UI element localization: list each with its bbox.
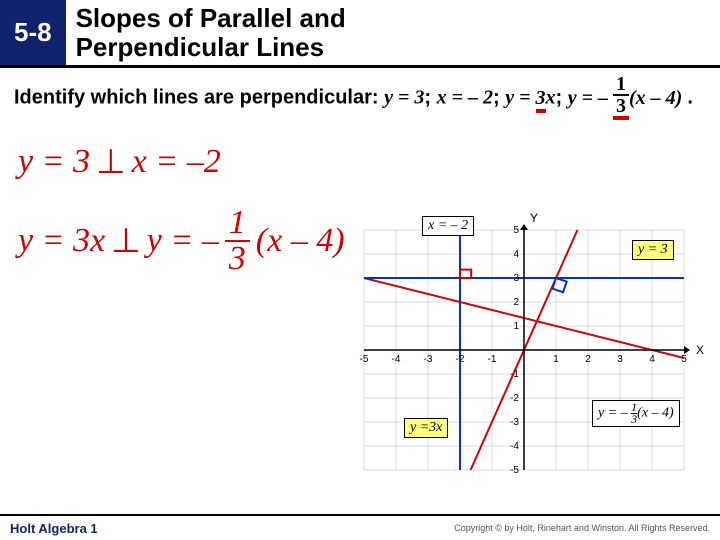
svg-text:5: 5	[513, 225, 519, 236]
coordinate-graph: -5-4-3-2-112345-5-4-3-2-112345XY x = – 2…	[334, 200, 714, 500]
svg-text:-2: -2	[510, 393, 519, 404]
perp-icon: ⊥	[96, 142, 126, 182]
label-y-eq-frac: y = – 13(x – 4)	[592, 400, 680, 427]
svg-text:4: 4	[649, 354, 655, 365]
equation-1: y = 3 ⊥ x = –2	[18, 142, 702, 182]
svg-text:-5: -5	[360, 354, 369, 365]
label-y-eq-3: y = 3	[632, 240, 674, 260]
svg-text:X: X	[696, 343, 704, 357]
header: 5-8 Slopes of Parallel and Perpendicular…	[0, 0, 720, 68]
svg-text:5: 5	[681, 354, 687, 365]
prompt-eq2: x = – 2	[437, 87, 493, 109]
lesson-title: Slopes of Parallel and Perpendicular Lin…	[66, 0, 356, 65]
svg-text:2: 2	[585, 354, 591, 365]
prompt-eq1: y = 3	[384, 87, 424, 109]
svg-text:Y: Y	[530, 211, 538, 225]
title-line1: Slopes of Parallel and	[76, 3, 346, 33]
svg-text:-5: -5	[510, 465, 519, 476]
svg-text:3: 3	[513, 273, 519, 284]
label-x-eq-neg2: x = – 2	[422, 216, 474, 236]
svg-text:-1: -1	[510, 369, 519, 380]
svg-text:-4: -4	[392, 354, 401, 365]
title-line2: Perpendicular Lines	[76, 32, 325, 62]
svg-text:-2: -2	[456, 354, 465, 365]
svg-text:4: 4	[513, 249, 519, 260]
svg-text:-4: -4	[510, 441, 519, 452]
svg-text:-3: -3	[510, 417, 519, 428]
perp-icon: ⊥	[111, 221, 141, 261]
svg-text:2: 2	[513, 297, 519, 308]
lesson-number-badge: 5-8	[0, 0, 66, 65]
svg-text:-1: -1	[488, 354, 497, 365]
problem-prompt: Identify which lines are perpendicular: …	[0, 68, 720, 124]
prompt-eq3: y = 3x	[505, 87, 555, 113]
footer: Holt Algebra 1 Copyright © by Holt, Rine…	[0, 514, 720, 540]
footer-book-title: Holt Algebra 1	[10, 521, 98, 536]
svg-text:3: 3	[617, 354, 623, 365]
svg-text:1: 1	[553, 354, 559, 365]
prompt-lead: Identify which lines are perpendicular:	[14, 87, 384, 109]
label-y-eq-3x: y =3x	[404, 418, 448, 438]
svg-text:-3: -3	[424, 354, 433, 365]
footer-copyright: Copyright © by Holt, Rinehart and Winsto…	[454, 523, 710, 533]
svg-text:1: 1	[513, 321, 519, 332]
prompt-eq4: y = – 13(x – 4)	[568, 87, 688, 109]
